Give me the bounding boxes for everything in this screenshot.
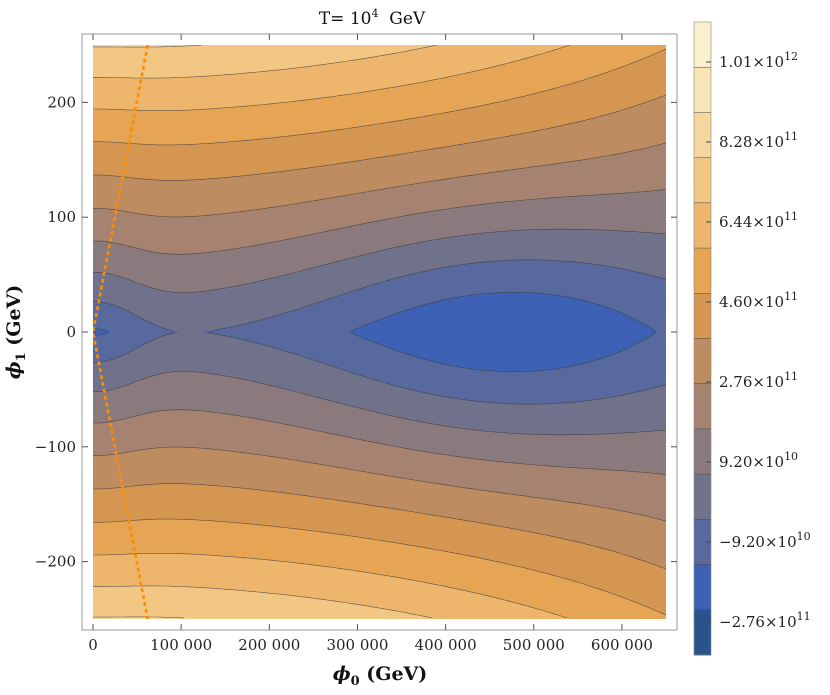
colorbar bbox=[693, 21, 712, 656]
contour-line bbox=[93, 94, 666, 570]
colorbar-segment bbox=[694, 202, 711, 249]
contour-line bbox=[93, 45, 437, 619]
x-tick-label: 600 000 bbox=[591, 636, 653, 654]
x-tick-label: 300 000 bbox=[326, 636, 388, 654]
contour-line bbox=[93, 45, 571, 619]
x-axis-label: ϕ0 (GeV) bbox=[333, 663, 428, 689]
contour-line bbox=[93, 142, 666, 522]
colorbar-labels: 1.01×1012 8.28×1011 6.44×1011 4.60×1011 2.76… bbox=[706, 50, 811, 631]
x-axis-ticks: 0 100 000 200 000 300 000 400 000 500 000 600 … bbox=[88, 34, 653, 654]
y-tick-label: 200 bbox=[47, 93, 76, 111]
colorbar-tick-label: −2.76×1011 bbox=[719, 610, 811, 631]
x-tick-label: 500 000 bbox=[503, 636, 565, 654]
y-axis-label: ϕ1 (GeV) bbox=[3, 285, 29, 380]
y-tick-label: −100 bbox=[35, 438, 76, 456]
x-tick-label: 0 bbox=[88, 636, 98, 654]
colorbar-segment bbox=[694, 22, 711, 68]
colorbar-frame bbox=[693, 21, 712, 656]
y-axis-ticks: −200 −100 0 100 200 bbox=[35, 93, 677, 571]
colorbar-segment bbox=[694, 383, 711, 430]
colorbar-tick-label: −9.20×1010 bbox=[719, 530, 811, 551]
chart-title: T= 104 GeV bbox=[319, 7, 426, 29]
x-tick-label: 200 000 bbox=[238, 636, 300, 654]
contour-line bbox=[93, 48, 666, 616]
colorbar-tick-label: 1.01×1012 bbox=[719, 50, 798, 71]
colorbar-segment bbox=[694, 519, 711, 566]
x-tick-label: 100 000 bbox=[150, 636, 212, 654]
colorbar-tick-label: 6.44×1011 bbox=[719, 210, 798, 231]
colorbar-segment bbox=[694, 564, 711, 611]
contour-fill bbox=[93, 45, 666, 619]
colorbar-segment bbox=[694, 474, 711, 520]
y-tick-label: 100 bbox=[47, 208, 76, 226]
contour-line bbox=[93, 45, 202, 619]
colorbar-segment bbox=[694, 609, 711, 656]
contour-lines bbox=[93, 45, 666, 619]
x-tick-label: 400 000 bbox=[415, 636, 477, 654]
colorbar-segment bbox=[694, 338, 711, 385]
contour-line bbox=[93, 292, 656, 372]
colorbar-segment bbox=[694, 428, 711, 475]
contour-line bbox=[93, 228, 666, 436]
colorbar-tick-label: 9.20×1010 bbox=[719, 450, 798, 471]
colorbar-segment bbox=[694, 67, 711, 113]
colorbar-segment bbox=[694, 248, 711, 294]
colorbar-segment bbox=[694, 157, 711, 204]
colorbar-segment bbox=[694, 293, 711, 339]
y-tick-label: −200 bbox=[35, 553, 76, 571]
colorbar-segment bbox=[694, 112, 711, 159]
colorbar-tick-label: 4.60×1011 bbox=[719, 290, 798, 311]
colorbar-tick-label: 2.76×1011 bbox=[719, 370, 798, 391]
dashed-boundary-curve bbox=[93, 45, 149, 619]
contour-line bbox=[93, 189, 666, 475]
contour-line bbox=[93, 259, 666, 405]
y-tick-label: 0 bbox=[66, 323, 76, 341]
colorbar-tick-label: 8.28×1011 bbox=[719, 130, 798, 151]
